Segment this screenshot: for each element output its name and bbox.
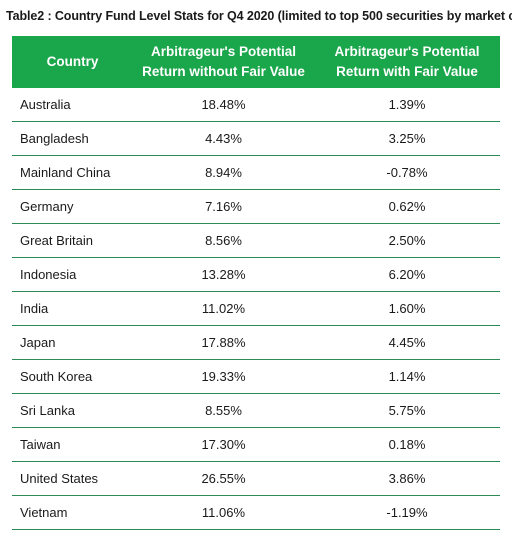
country-cell: India xyxy=(12,291,133,326)
header-row: Country Arbitrageur's Potential Return w… xyxy=(12,36,500,88)
table-row: Australia 18.48% 1.39% xyxy=(12,88,500,122)
header-country: Country xyxy=(12,36,133,88)
return-without-fv-cell: 26.55% xyxy=(133,461,314,496)
return-without-fv-cell: 17.88% xyxy=(133,325,314,360)
return-with-fv-cell: 6.20% xyxy=(314,257,500,292)
return-without-fv-cell: 19.33% xyxy=(133,359,314,394)
country-cell: Sri Lanka xyxy=(12,393,133,428)
return-without-fv-cell: 13.28% xyxy=(133,257,314,292)
return-with-fv-cell: 1.39% xyxy=(314,88,500,122)
table-row: Mainland China 8.94% -0.78% xyxy=(12,155,500,190)
country-cell: Vietnam xyxy=(12,495,133,530)
table-row: Germany 7.16% 0.62% xyxy=(12,189,500,224)
return-with-fv-cell: 2.50% xyxy=(314,223,500,258)
header-without-fv-line2: Return without Fair Value xyxy=(142,64,305,79)
table-row: Bangladesh 4.43% 3.25% xyxy=(12,121,500,156)
table-row: Indonesia 13.28% 6.20% xyxy=(12,257,500,292)
table-body: Australia 18.48% 1.39% Bangladesh 4.43% … xyxy=(12,88,500,530)
table-row: South Korea 19.33% 1.14% xyxy=(12,359,500,394)
return-with-fv-cell: 1.14% xyxy=(314,359,500,394)
return-without-fv-cell: 7.16% xyxy=(133,189,314,224)
country-cell: Bangladesh xyxy=(12,121,133,156)
table-row: Vietnam 11.06% -1.19% xyxy=(12,495,500,530)
return-with-fv-cell: 5.75% xyxy=(314,393,500,428)
header-with-fv-line2: Return with Fair Value xyxy=(336,64,478,79)
header-return-without-fair-value: Arbitrageur's Potential Return without F… xyxy=(133,36,314,88)
return-without-fv-cell: 17.30% xyxy=(133,427,314,462)
table-header: Country Arbitrageur's Potential Return w… xyxy=(12,36,500,88)
return-with-fv-cell: -1.19% xyxy=(314,495,500,530)
header-country-label: Country xyxy=(46,54,99,69)
country-cell: Germany xyxy=(12,189,133,224)
header-without-fv-line1: Arbitrageur's Potential xyxy=(151,44,296,59)
return-with-fv-cell: 4.45% xyxy=(314,325,500,360)
header-return-with-fair-value: Arbitrageur's Potential Return with Fair… xyxy=(314,36,500,88)
return-with-fv-cell: 3.86% xyxy=(314,461,500,496)
return-with-fv-cell: 1.60% xyxy=(314,291,500,326)
return-with-fv-cell: 0.62% xyxy=(314,189,500,224)
country-cell: Japan xyxy=(12,325,133,360)
return-without-fv-cell: 8.55% xyxy=(133,393,314,428)
return-with-fv-cell: -0.78% xyxy=(314,155,500,190)
table-row: Sri Lanka 8.55% 5.75% xyxy=(12,393,500,428)
return-without-fv-cell: 8.56% xyxy=(133,223,314,258)
country-cell: Australia xyxy=(12,88,133,122)
table-row: Japan 17.88% 4.45% xyxy=(12,325,500,360)
return-without-fv-cell: 8.94% xyxy=(133,155,314,190)
return-without-fv-cell: 11.02% xyxy=(133,291,314,326)
country-cell: Great Britain xyxy=(12,223,133,258)
country-fund-stats-table: Country Arbitrageur's Potential Return w… xyxy=(12,36,500,530)
country-cell: Taiwan xyxy=(12,427,133,462)
country-cell: United States xyxy=(12,461,133,496)
return-without-fv-cell: 4.43% xyxy=(133,121,314,156)
return-without-fv-cell: 18.48% xyxy=(133,88,314,122)
return-without-fv-cell: 11.06% xyxy=(133,495,314,530)
table-row: United States 26.55% 3.86% xyxy=(12,461,500,496)
country-cell: South Korea xyxy=(12,359,133,394)
header-with-fv-line1: Arbitrageur's Potential xyxy=(334,44,480,59)
table-caption: Table2 : Country Fund Level Stats for Q4… xyxy=(6,9,512,23)
table-row: India 11.02% 1.60% xyxy=(12,291,500,326)
country-cell: Mainland China xyxy=(12,155,133,190)
country-cell: Indonesia xyxy=(12,257,133,292)
return-with-fv-cell: 3.25% xyxy=(314,121,500,156)
table-row: Great Britain 8.56% 2.50% xyxy=(12,223,500,258)
return-with-fv-cell: 0.18% xyxy=(314,427,500,462)
table-row: Taiwan 17.30% 0.18% xyxy=(12,427,500,462)
